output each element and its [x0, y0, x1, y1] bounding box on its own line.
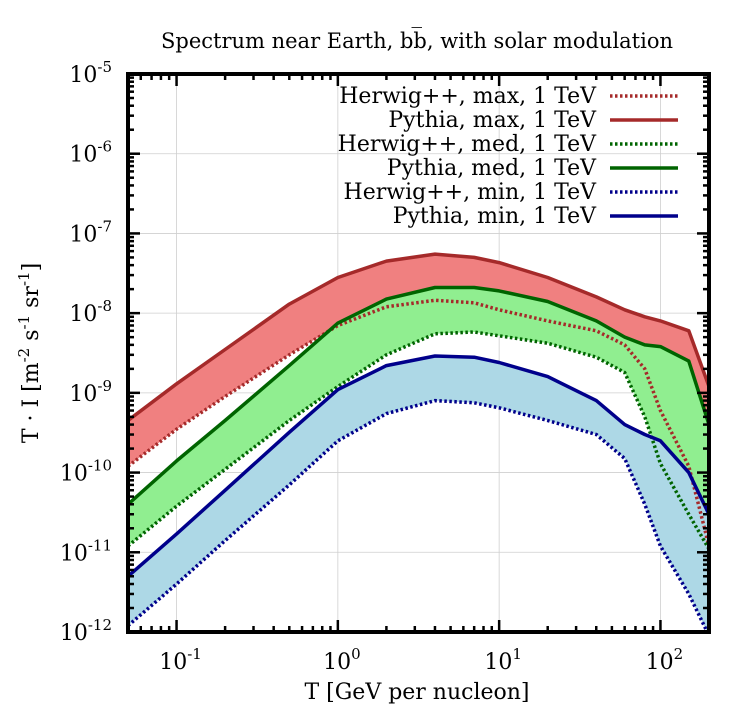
legend-label: Herwig++, med, 1 TeV [338, 132, 597, 157]
x-tick-label-exp: -1 [187, 645, 202, 663]
x-tick-label-base: 10 [646, 650, 674, 675]
y-tick-label-base: 10 [60, 621, 88, 646]
max-band [128, 254, 709, 546]
y-label-exp: -1 [15, 315, 33, 330]
legend-label: Pythia, min, 1 TeV [393, 204, 597, 229]
series-lines [128, 252, 709, 632]
x-tick-label-base: 10 [159, 650, 187, 675]
x-tick-label: 102 [646, 645, 684, 675]
y-tick-label-base: 10 [69, 63, 97, 88]
legend-label: Pythia, max, 1 TeV [388, 108, 597, 133]
y-tick-label-exp: -9 [97, 377, 112, 395]
y-tick-label: 10-6 [69, 138, 112, 168]
series-line [128, 252, 709, 422]
y-tick-label-exp: -5 [97, 58, 112, 76]
y-tick-label: 10-5 [69, 58, 112, 88]
y-tick-label-base: 10 [69, 382, 97, 407]
y-label-part: T · I [m [19, 362, 44, 443]
y-tick-label-exp: -10 [88, 457, 112, 475]
y-label-part: sr [19, 286, 44, 315]
series-line [128, 298, 709, 547]
bands [128, 254, 709, 632]
y-axis-label: T · I [m-2 s-1 sr-1] [15, 263, 44, 443]
y-tick-label-exp: -8 [97, 297, 112, 315]
tick-labels: 10-1 100 101 10210-1210-1110-1010-910-810-7… [60, 58, 683, 675]
y-tick-label: 10-7 [69, 217, 112, 247]
y-tick-label-exp: -11 [88, 536, 112, 554]
y-tick-label-base: 10 [60, 462, 88, 487]
x-tick-label-base: 10 [484, 650, 512, 675]
x-tick-label-exp: 2 [674, 645, 684, 663]
chart-title: Spectrum near Earth, bb̅, with solar mod… [161, 27, 673, 53]
x-tick-label-base: 10 [323, 650, 351, 675]
series-line [128, 330, 709, 550]
axis-ticks [126, 72, 711, 634]
x-tick-label-exp: 1 [512, 645, 522, 663]
y-label-exp: -2 [15, 348, 33, 363]
y-tick-label: 10-11 [60, 536, 112, 566]
y-tick-label-base: 10 [60, 541, 88, 566]
y-label-part: ] [19, 263, 44, 272]
series-line [128, 398, 709, 632]
y-tick-label-exp: -6 [97, 138, 112, 156]
y-tick-label-exp: -7 [97, 217, 112, 235]
y-label-part: s [19, 329, 44, 347]
y-tick-label-exp: -12 [88, 616, 112, 634]
y-tick-label: 10-10 [60, 457, 112, 487]
x-tick-label: 10-1 [159, 645, 202, 675]
x-tick-label: 101 [484, 645, 522, 675]
y-tick-label-base: 10 [69, 302, 97, 327]
y-tick-label: 10-12 [60, 616, 112, 646]
series-line [128, 354, 709, 578]
series-line [128, 285, 709, 506]
y-label-exp: -1 [15, 271, 33, 286]
legend-label: Pythia, med, 1 TeV [387, 156, 597, 181]
y-tick-label: 10-8 [69, 297, 112, 327]
y-tick-label-base: 10 [69, 143, 97, 168]
legend-label: Herwig++, max, 1 TeV [339, 84, 597, 109]
x-tick-label-exp: 0 [351, 645, 361, 663]
y-tick-label: 10-9 [69, 377, 112, 407]
legend-label: Herwig++, min, 1 TeV [344, 180, 598, 205]
y-tick-label-base: 10 [69, 222, 97, 247]
x-axis-label: T [GeV per nucleon] [304, 680, 529, 705]
plot-frame [126, 72, 711, 634]
x-tick-label: 100 [323, 645, 361, 675]
